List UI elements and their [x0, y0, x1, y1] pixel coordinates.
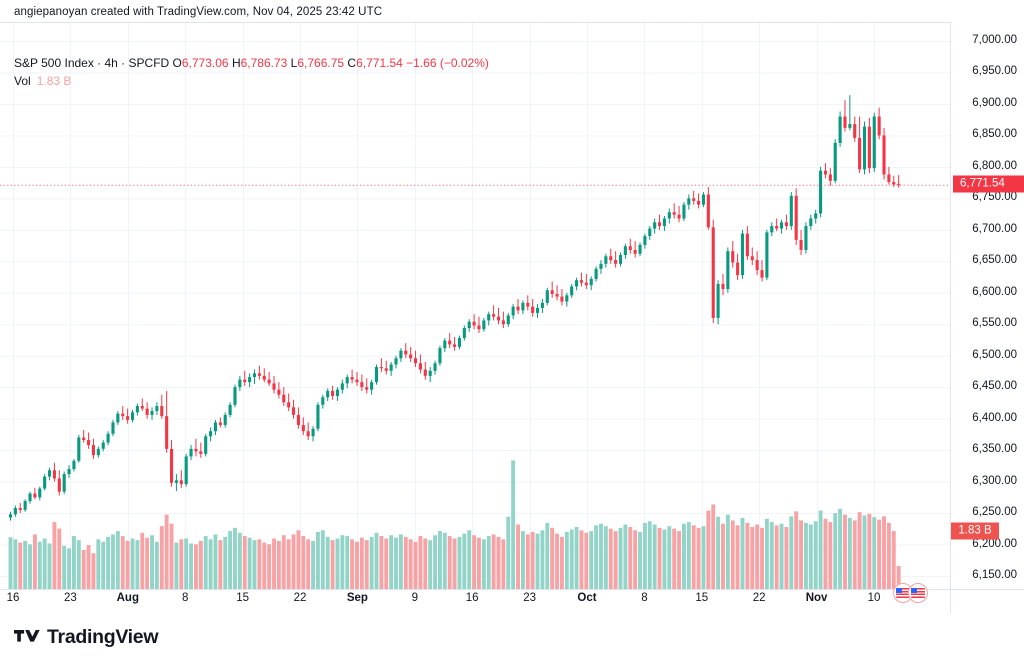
time-axis-tick: 8	[641, 592, 648, 604]
chart-plot-area[interactable]	[0, 23, 950, 589]
time-axis-tick: 16	[465, 592, 479, 604]
price-axis-tick: 6,250.00	[972, 506, 1017, 519]
us-flag-icon	[911, 588, 925, 598]
price-axis-tick: 6,200.00	[972, 537, 1017, 550]
tradingview-mark-icon	[14, 629, 40, 642]
current-price-badge: 6,771.54	[953, 175, 1024, 193]
time-axis[interactable]: 16 23 Aug 8 15 22 Sep 9 16 23 Oct 8 15 22 Nov 10	[0, 588, 951, 614]
time-axis-tick: 22	[752, 592, 766, 604]
time-axis-tick: 16	[6, 592, 20, 604]
tradingview-wordmark: TradingView	[47, 626, 159, 648]
price-axis-tick: 6,850.00	[972, 128, 1017, 141]
price-axis-tick: 6,550.00	[972, 317, 1017, 330]
time-axis-tick: 9	[411, 592, 418, 604]
candlestick-chart-svg	[0, 23, 950, 589]
price-axis-tick: 6,500.00	[972, 348, 1017, 361]
price-axis-tick: 6,700.00	[972, 222, 1017, 235]
price-axis[interactable]: 7,000.00 6,950.00 6,900.00 6,850.00 6,800.00…	[950, 22, 1024, 588]
price-axis-tick: 6,400.00	[972, 411, 1017, 424]
current-volume-badge: 1.83 B	[951, 522, 999, 540]
volume-series	[8, 460, 901, 589]
price-axis-tick: 6,950.00	[972, 65, 1017, 78]
us-flag-event-marker-2[interactable]	[908, 583, 928, 603]
attribution-text: angiepanoyan created with TradingView.co…	[14, 6, 383, 18]
footer: TradingView	[0, 614, 1024, 665]
price-axis-tick: 6,900.00	[972, 96, 1017, 109]
price-axis-tick: 6,150.00	[972, 569, 1017, 581]
price-axis-tick: 6,650.00	[972, 254, 1017, 267]
time-axis-tick: Aug	[116, 592, 139, 604]
chart-frame: S&P 500 Index · 4h · SPCFD O6,773.06 H6,…	[0, 22, 1024, 603]
price-axis-tick: 6,350.00	[972, 443, 1017, 456]
time-axis-tick: 15	[695, 592, 709, 604]
time-axis-tick: 22	[293, 592, 307, 604]
us-flag-canton-icon	[911, 588, 917, 593]
price-axis-tick: 6,450.00	[972, 380, 1017, 393]
price-axis-tick: 6,600.00	[972, 285, 1017, 298]
price-axis-tick: 6,300.00	[972, 474, 1017, 487]
time-axis-tick: 10	[867, 592, 881, 604]
tradingview-logo: TradingView	[14, 626, 159, 649]
time-axis-tick: 23	[63, 592, 77, 604]
time-axis-tick: Nov	[805, 592, 828, 604]
price-axis-tick: 6,750.00	[972, 191, 1017, 204]
price-axis-tick: 6,800.00	[972, 159, 1017, 172]
time-axis-tick: Oct	[577, 592, 597, 604]
us-flag-canton-icon	[896, 588, 902, 593]
price-axis-tick: 7,000.00	[972, 34, 1017, 46]
time-axis-tick: 23	[523, 592, 536, 604]
candle-series	[8, 95, 901, 521]
us-flag-icon	[896, 588, 910, 598]
time-axis-tick: Sep	[346, 592, 368, 604]
time-axis-tick: 8	[181, 592, 189, 604]
time-axis-tick: 15	[236, 592, 249, 604]
